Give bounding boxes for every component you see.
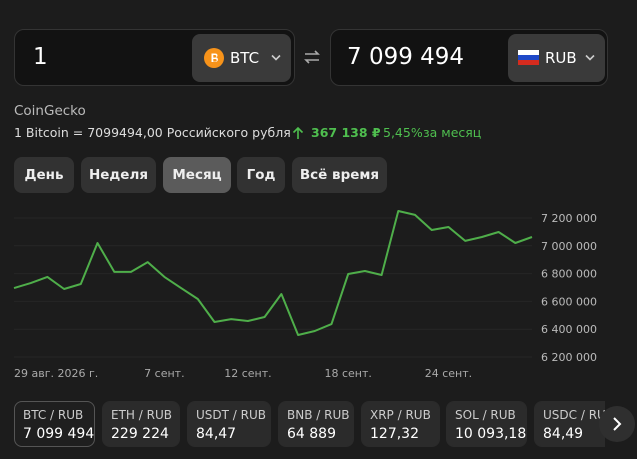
to-currency: RUB <box>545 49 577 67</box>
from-input[interactable]: 1 BTC <box>14 29 295 86</box>
period-button[interactable]: Неделя <box>81 157 156 193</box>
pair-card[interactable]: BNB / RUB 64 889 <box>278 401 354 447</box>
to-input[interactable]: 7 099 494 RUB <box>330 29 608 86</box>
rate-change-percent: 5,45% <box>383 125 423 140</box>
pair-card[interactable]: XRP / RUB 127,32 <box>361 401 440 447</box>
to-amount: 7 099 494 <box>347 44 465 70</box>
from-amount: 1 <box>33 44 48 70</box>
source: CoinGecko <box>14 103 86 119</box>
rate-period: за месяц <box>423 125 482 140</box>
chart: 6 200 000 6 400 000 6 600 000 6 800 000 7 00… <box>13 210 597 380</box>
pair-value: 127,32 <box>370 426 419 442</box>
from-currency-select[interactable]: BTC <box>192 34 291 82</box>
x-tick-label: 29 авг. 2026 г. <box>14 367 98 380</box>
x-tick-label: 7 сент. <box>144 367 184 380</box>
pair-value: 229 224 <box>111 426 169 442</box>
pair-list: BTC / RUB 7 099 494 ETH / RUB 229 224 USDT /… <box>0 401 605 449</box>
pair-card[interactable]: USDT / RUB 84,47 <box>187 401 271 447</box>
btc-icon <box>204 48 224 68</box>
pair-card[interactable]: BTC / RUB 7 099 494 <box>14 401 95 447</box>
period-button[interactable]: Месяц <box>163 157 231 193</box>
pair-name: ETH / RUB <box>111 408 172 422</box>
y-tick-label: 6 200 000 <box>541 351 597 364</box>
pair-name: BNB / RUB <box>287 408 350 422</box>
next-button[interactable] <box>599 406 635 442</box>
y-tick-label: 7 000 000 <box>541 240 597 253</box>
x-tick-label: 24 сент. <box>425 367 472 380</box>
y-tick-label: 6 400 000 <box>541 323 597 336</box>
price-line <box>13 210 533 336</box>
pair-name: USDT / RUB <box>196 408 266 422</box>
period-button[interactable]: Год <box>237 157 285 193</box>
pair-value: 64 889 <box>287 426 336 442</box>
period-button[interactable]: Всё время <box>292 157 387 193</box>
pair-name: USDC / RUB <box>543 408 605 422</box>
from-currency: BTC <box>230 49 260 67</box>
pair-value: 84,49 <box>543 426 584 442</box>
period-button[interactable]: День <box>14 157 74 193</box>
pair-value: 7 099 494 <box>23 426 95 442</box>
to-currency-select[interactable]: RUB <box>508 34 605 82</box>
pair-name: SOL / RUB <box>455 408 516 422</box>
rate-text: 1 Bitcoin = 7099494,00 Российского рубля <box>14 125 291 140</box>
pair-name: BTC / RUB <box>23 408 84 422</box>
pair-value: 84,47 <box>196 426 237 442</box>
up-arrow <box>292 126 304 139</box>
pair-name: XRP / RUB <box>370 408 431 422</box>
pair-card[interactable]: SOL / RUB 10 093,18 <box>446 401 527 447</box>
ru-flag <box>518 50 539 65</box>
y-tick-label: 6 800 000 <box>541 268 597 281</box>
pair-card[interactable]: USDC / RUB 84,49 <box>534 401 605 447</box>
pair-value: 10 093,18 <box>455 426 527 442</box>
rate-change: 367 138 ₽ <box>311 125 381 140</box>
y-tick-label: 6 600 000 <box>541 295 597 308</box>
chevron <box>585 54 595 61</box>
pair-card[interactable]: ETH / RUB 229 224 <box>102 401 180 447</box>
swap-icon[interactable] <box>302 47 322 67</box>
chevron <box>271 54 281 61</box>
y-tick-label: 7 200 000 <box>541 212 597 225</box>
x-tick-label: 18 сент. <box>324 367 371 380</box>
x-tick-label: 12 сент. <box>224 367 271 380</box>
